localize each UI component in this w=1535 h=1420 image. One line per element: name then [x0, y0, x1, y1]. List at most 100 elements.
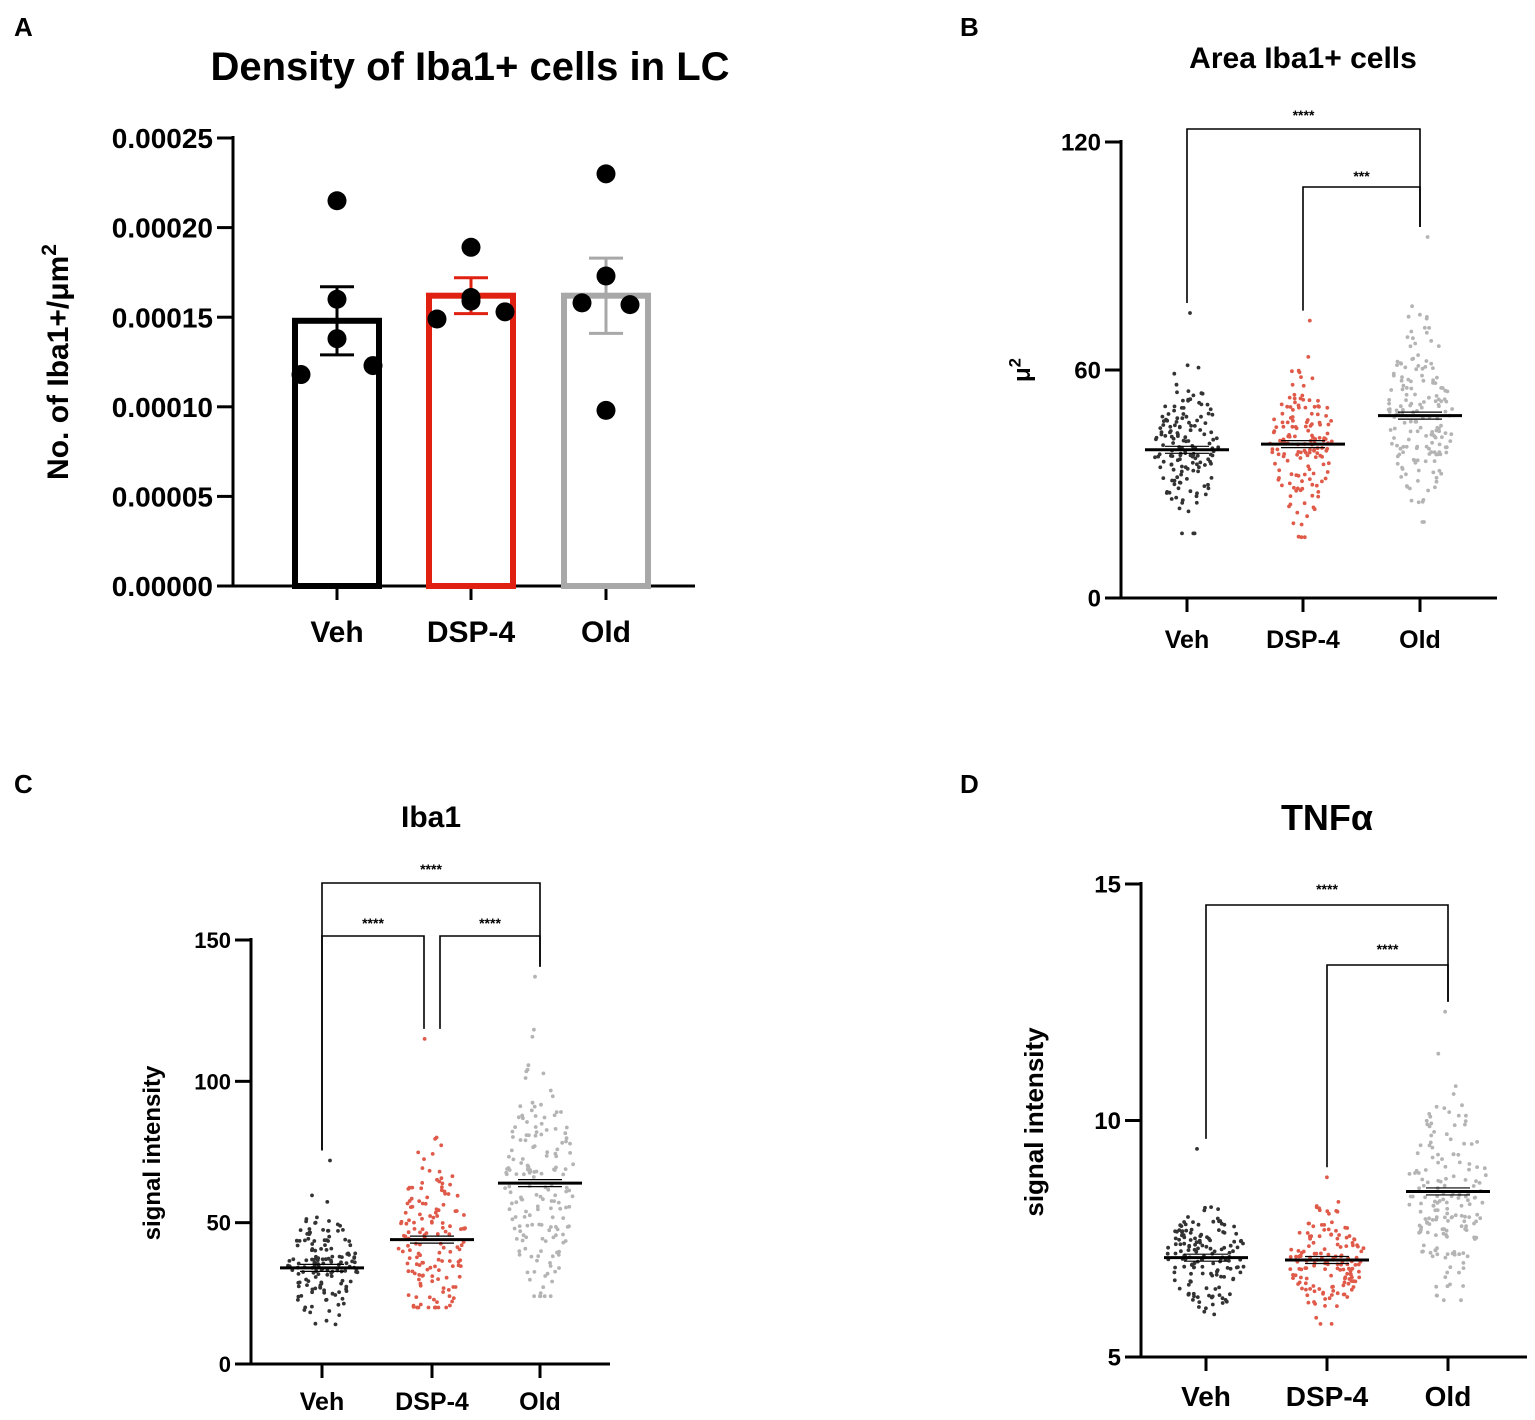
data-point [1301, 397, 1306, 402]
data-point [1241, 1241, 1245, 1246]
data-point [1433, 399, 1438, 404]
data-point [1209, 461, 1213, 466]
data-point [1461, 1284, 1465, 1288]
data-point [1313, 1302, 1317, 1306]
data-point [510, 1129, 515, 1134]
data-point [1305, 514, 1309, 519]
data-point [549, 1206, 553, 1211]
data-point [1197, 465, 1201, 470]
data-point [340, 1255, 344, 1259]
data-point [1444, 399, 1449, 404]
data-point [531, 1145, 536, 1150]
data-point [1434, 394, 1439, 398]
data-point [1313, 455, 1318, 459]
data-point [564, 1139, 568, 1144]
data-point [1395, 461, 1400, 466]
data-point [1325, 405, 1330, 410]
data-point [1394, 408, 1399, 413]
data-point [1431, 366, 1435, 370]
data-point [1459, 1224, 1464, 1229]
data-point [1296, 534, 1301, 539]
data-point [1443, 1215, 1447, 1220]
data-point [1210, 1302, 1215, 1307]
data-point [514, 1172, 519, 1176]
data-point [1424, 434, 1428, 438]
data-point [420, 1227, 425, 1232]
data-point [1443, 1255, 1448, 1260]
data-point [1350, 1266, 1355, 1271]
data-point [1410, 1194, 1415, 1199]
data-point [1177, 480, 1182, 485]
data-point [521, 1233, 526, 1238]
data-point [561, 1232, 565, 1237]
data-point [1290, 382, 1295, 387]
data-point [1423, 1217, 1428, 1221]
chart-title: Area Iba1+ cells [1189, 42, 1417, 75]
data-point [1406, 437, 1411, 442]
data-point [1351, 1285, 1356, 1289]
data-point [1400, 387, 1405, 392]
data-point [1453, 1213, 1458, 1218]
data-point [1345, 1295, 1350, 1299]
data-point [542, 1115, 547, 1120]
data-point [520, 1197, 525, 1202]
data-point [312, 1239, 317, 1243]
data-point [343, 1237, 348, 1242]
data-point [327, 1309, 332, 1313]
data-point [418, 1230, 422, 1235]
data-point [1203, 463, 1207, 467]
data-point [1270, 447, 1275, 452]
data-point [1291, 408, 1295, 412]
data-point [1204, 1244, 1209, 1249]
data-point [532, 1270, 537, 1274]
data-point [1311, 1224, 1316, 1229]
data-point [1345, 1271, 1350, 1276]
data-point [553, 1127, 558, 1131]
y-axis-label: signal intensity [139, 1065, 166, 1240]
data-point [1191, 531, 1196, 536]
data-point [1191, 1220, 1195, 1224]
data-point [550, 1279, 554, 1284]
data-point [1357, 1269, 1361, 1274]
data-point [417, 1273, 422, 1277]
data-point [443, 1229, 448, 1234]
data-point [1173, 1265, 1177, 1270]
data-point [535, 1204, 540, 1209]
data-point [313, 1286, 318, 1291]
data-point [548, 1264, 553, 1268]
data-point [563, 1131, 568, 1136]
data-point [1197, 1305, 1201, 1309]
data-point [539, 1171, 544, 1176]
data-point [296, 1280, 301, 1285]
data-point [432, 1297, 436, 1302]
data-point [1320, 454, 1324, 459]
data-point [319, 1281, 324, 1286]
data-point [1311, 435, 1315, 440]
data-point [570, 1194, 575, 1199]
data-point [1185, 466, 1190, 471]
data-point [551, 1235, 556, 1240]
data-point [1401, 444, 1406, 449]
data-point [1291, 1273, 1295, 1277]
data-point [433, 1264, 437, 1269]
data-point [1459, 1203, 1464, 1208]
data-point [1195, 453, 1200, 458]
data-point [310, 1304, 314, 1309]
data-point [1434, 1233, 1438, 1237]
data-point [1181, 412, 1186, 416]
data-point [306, 1279, 311, 1283]
data-point [416, 1251, 421, 1256]
data-point [1204, 1306, 1208, 1311]
data-point [1173, 1229, 1177, 1234]
data-point [323, 1243, 327, 1247]
data-point [1401, 450, 1405, 455]
data-point [1195, 491, 1199, 496]
data-point [320, 1257, 325, 1262]
data-point [427, 309, 447, 329]
data-point [1211, 437, 1216, 442]
data-point [522, 1172, 526, 1177]
data-point [1430, 1218, 1435, 1222]
data-point [330, 1254, 335, 1259]
data-point [523, 1246, 528, 1251]
data-point [1416, 468, 1421, 473]
